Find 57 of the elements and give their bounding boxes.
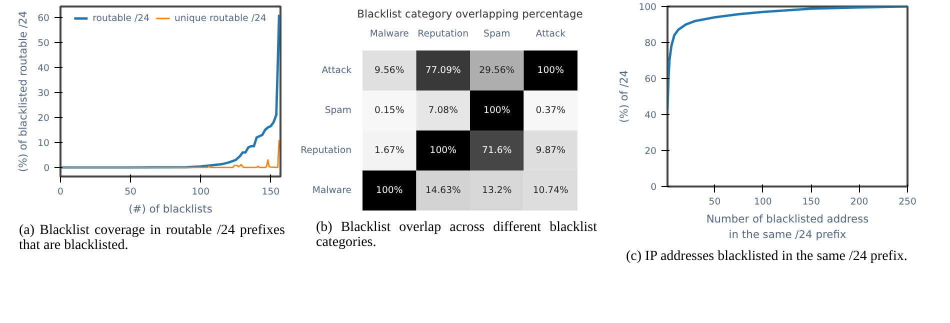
line-series (60, 14, 280, 169)
line-series (60, 139, 280, 168)
y-tick-label: Spam (324, 105, 352, 116)
y-tick-label: 60 (38, 12, 50, 24)
data-label: 0.37% (536, 105, 566, 116)
text: (c) IP addresses blacklisted in the same /24 prefix. (626, 249, 908, 264)
legend-label: unique routable /24 (174, 12, 266, 24)
data-label: 100% (376, 185, 403, 196)
y-tick-label: 10 (38, 138, 50, 149)
data-label: 77.09% (425, 65, 462, 76)
y-tick-label: 30 (38, 88, 50, 99)
y-tick-label: 80 (644, 38, 657, 49)
data-label: 7.08% (428, 105, 458, 116)
data-label: 9.87% (536, 145, 566, 156)
data-label: 100% (430, 145, 457, 156)
y-tick-label: 0 (44, 162, 50, 174)
y-tick-label: 20 (38, 112, 50, 124)
y-axis-title: (%) of blacklisted routable /24 (16, 10, 30, 172)
x-axis-title: Number of blacklisted address in the same /24 prefix (706, 212, 870, 242)
y-tick-label: 50 (38, 38, 50, 49)
x-tick-label: 100 (192, 186, 210, 198)
line-series (668, 6, 908, 112)
x-tick-label: Spam (484, 28, 510, 40)
x-tick-label: 200 (850, 196, 868, 208)
x-tick-label: Attack (536, 28, 566, 40)
x-tick-label: 50 (124, 186, 137, 198)
data-label: 100% (484, 105, 510, 116)
data-label: 9.56% (374, 65, 404, 76)
data-label: 1.67% (374, 145, 404, 156)
x-tick-label: Reputation (418, 28, 469, 40)
x-tick-label: Malware (370, 28, 410, 40)
x-axis-title: (#) of blacklists (128, 202, 213, 216)
data-label: 71.6% (482, 145, 512, 156)
x-tick-label: 150 (262, 186, 280, 198)
y-tick-label: Attack (322, 65, 352, 76)
chart-title: Blacklist category overlapping percentage (357, 8, 583, 20)
y-tick-label: 20 (644, 146, 657, 157)
data-label: 10.74% (532, 185, 569, 196)
legend-label: routable /24 (92, 12, 150, 24)
x-tick-label: 0 (58, 186, 64, 198)
data-label: 29.56% (479, 65, 515, 76)
data-label: 0.15% (374, 105, 404, 116)
x-tick-label: 100 (754, 196, 772, 208)
data-label: 13.2% (482, 185, 512, 196)
y-tick-label: 40 (38, 62, 50, 74)
y-tick-label: 100 (638, 2, 657, 13)
data-label: 100% (537, 65, 564, 76)
y-tick-label: 60 (644, 74, 657, 85)
x-tick-label: 150 (802, 196, 820, 208)
y-tick-label: 40 (644, 110, 657, 121)
x-tick-label: 250 (898, 196, 916, 208)
text: (a) Blacklist coverage in routable /24 prefixes that are blacklisted. (19, 223, 285, 254)
y-tick-label: Reputation (300, 145, 352, 156)
x-tick-label: 50 (708, 196, 721, 208)
text: (b) Blacklist overlap across different blacklist categories. (316, 220, 597, 251)
y-axis-title: (%) of /24 (618, 70, 631, 123)
data-label: 14.63% (425, 185, 462, 196)
